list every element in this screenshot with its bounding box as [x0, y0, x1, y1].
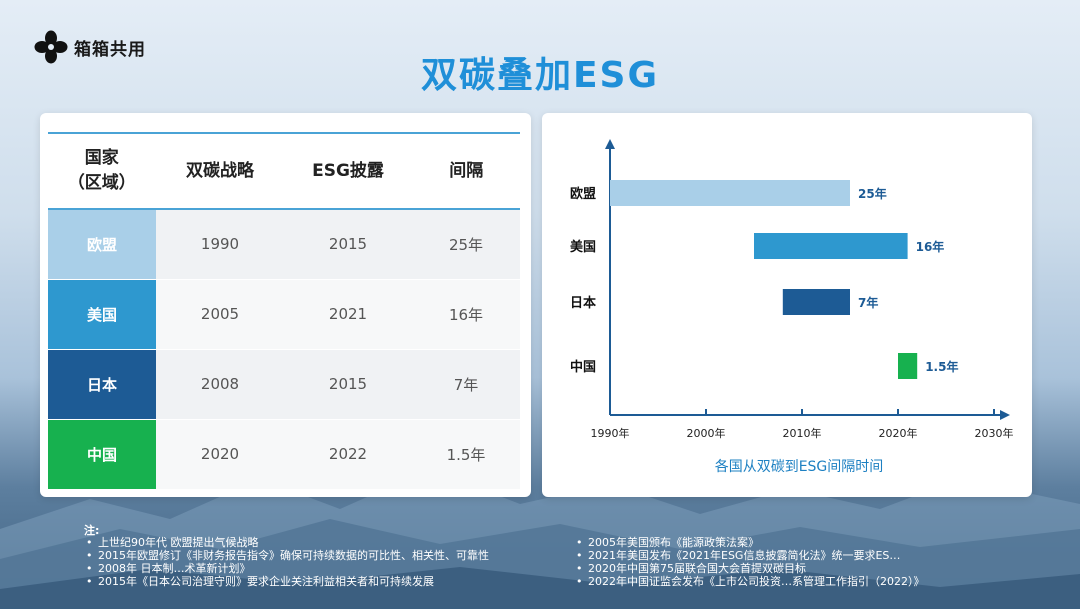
note-item: 2021年美国发布《2021年ESG信息披露简化法》统一要求ES…: [574, 549, 925, 562]
brand-logo: 箱箱共用: [34, 30, 146, 64]
x-tick-label: 2030年: [975, 426, 1014, 440]
esg-year-cell: 2015: [284, 209, 412, 280]
table-row: 美国 2005 2021 16年: [48, 279, 520, 350]
gap-chart-panel: 1990年 2000年 2010年 2020年 2030年 欧盟 25年美国 16年日本 7年中…: [542, 113, 1032, 497]
category-label: 美国: [570, 239, 596, 255]
x-tick-label: 1990年: [591, 426, 630, 440]
page-title: 双碳叠加ESG: [420, 55, 660, 96]
table-row: 中国 2020 2022 1.5年: [48, 419, 520, 490]
gap-bar: [898, 353, 918, 379]
category-label: 日本: [570, 295, 596, 311]
gap-cell: 16年: [412, 279, 520, 350]
carbon-year-cell: 1990: [156, 209, 284, 280]
esg-year-cell: 2022: [284, 419, 412, 490]
logo-text: 箱箱共用: [74, 39, 146, 60]
comparison-table: 国家 （区域） 双碳战略 ESG披露 间隔 欧盟 1990 2015 25年 美国 2005…: [48, 132, 520, 490]
note-item: 2008年 日本制…术革新计划》: [84, 562, 489, 575]
bar-value-label: 1.5年: [925, 359, 958, 374]
carbon-year-cell: 2008: [156, 349, 284, 420]
esg-year-cell: 2015: [284, 349, 412, 420]
country-cell: 中国: [48, 419, 156, 490]
table-row: 欧盟 1990 2015 25年: [48, 209, 520, 280]
x-axis-arrow: [1000, 410, 1010, 420]
bar-value-label: 7年: [858, 295, 878, 310]
clover-logo-icon: [34, 30, 68, 64]
bar-value-label: 16年: [916, 239, 945, 254]
table-header-row: 国家 （区域） 双碳战略 ESG披露 间隔: [48, 132, 520, 210]
y-axis-arrow: [605, 139, 615, 149]
carbon-year-cell: 2020: [156, 419, 284, 490]
gap-bar: [782, 289, 850, 315]
notes-left-list: 上世纪90年代 欧盟提出气候战略2015年欧盟修订《非财务报告指令》确保可持续数…: [84, 536, 489, 588]
category-label: 中国: [570, 359, 596, 375]
country-cell: 日本: [48, 349, 156, 420]
category-label: 欧盟: [570, 186, 596, 202]
notes-right-list: 2005年美国颁布《能源政策法案》2021年美国发布《2021年ESG信息披露简…: [574, 536, 925, 588]
country-cell: 美国: [48, 279, 156, 350]
header-carbon-strategy: 双碳战略: [155, 132, 284, 210]
bar-value-label: 25年: [858, 186, 887, 201]
gap-cell: 25年: [412, 209, 520, 280]
x-tick-label: 2000年: [687, 426, 726, 440]
note-item: 2015年欧盟修订《非财务报告指令》确保可持续数据的可比性、相关性、可靠性: [84, 549, 489, 562]
carbon-year-cell: 2005: [156, 279, 284, 350]
chart-title: 各国从双碳到ESG间隔时间: [715, 459, 884, 475]
header-esg-disclosure: ESG披露: [283, 132, 412, 210]
header-gap: 间隔: [411, 132, 520, 210]
country-cell: 欧盟: [48, 209, 156, 280]
header-country-line: （区域）: [67, 173, 136, 193]
note-item: 上世纪90年代 欧盟提出气候战略: [84, 536, 489, 549]
x-tick-label: 2010年: [783, 426, 822, 440]
comparison-table-panel: 国家 （区域） 双碳战略 ESG披露 间隔 欧盟 1990 2015 25年 美国 2005…: [40, 113, 531, 497]
gap-bar: [754, 233, 908, 259]
gap-bar: [610, 180, 850, 206]
note-item: 2015年《日本公司治理守则》要求企业关注利益相关者和可持续发展: [84, 575, 489, 588]
gap-cell: 1.5年: [412, 419, 520, 490]
header-country-line: 国家: [84, 148, 119, 169]
note-item: 2005年美国颁布《能源政策法案》: [574, 536, 925, 549]
esg-year-cell: 2021: [284, 279, 412, 350]
header-country: 国家 （区域）: [48, 132, 156, 210]
x-tick-label: 2020年: [879, 426, 918, 440]
note-item: 2020年中国第75届联合国大会首提双碳目标: [574, 562, 925, 575]
table-row: 日本 2008 2015 7年: [48, 349, 520, 420]
gap-cell: 7年: [412, 349, 520, 420]
notes-label: 注:: [84, 524, 100, 537]
note-item: 2022年中国证监会发布《上市公司投资…系管理工作指引（2022）》: [574, 575, 925, 588]
